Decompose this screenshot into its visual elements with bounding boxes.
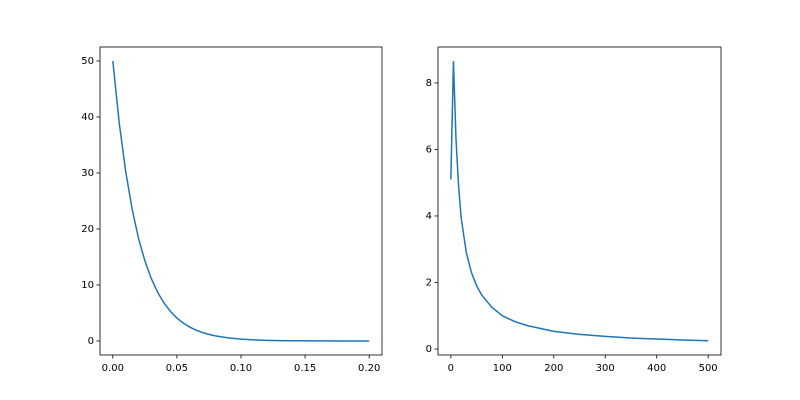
x-tick-label: 0	[448, 363, 454, 374]
axes-frame	[437, 46, 722, 356]
y-tick-label: 4	[426, 211, 432, 222]
y-tick-label: 0	[426, 344, 432, 355]
x-tick-label: 0.00	[102, 363, 124, 374]
y-tick-label: 8	[426, 78, 432, 89]
axes-frame	[99, 46, 383, 356]
y-tick-label: 6	[426, 144, 432, 155]
y-tick-label: 50	[81, 56, 94, 67]
y-tick-label: 0	[88, 336, 94, 347]
y-tick-label: 20	[81, 224, 94, 235]
x-tick-label: 100	[493, 363, 512, 374]
x-tick-label: 0.10	[230, 363, 252, 374]
x-tick-label: 0.20	[358, 363, 380, 374]
x-tick-label: 0.15	[294, 363, 316, 374]
x-tick-label: 500	[699, 363, 718, 374]
y-tick-label: 2	[426, 277, 432, 288]
x-tick-label: 0.05	[166, 363, 188, 374]
x-tick-label: 200	[544, 363, 563, 374]
y-tick-label: 10	[81, 280, 94, 291]
x-tick-label: 400	[647, 363, 666, 374]
x-tick-label: 300	[596, 363, 615, 374]
line	[450, 60, 709, 342]
line	[112, 60, 370, 342]
y-tick-label: 40	[81, 112, 94, 123]
y-tick-label: 30	[81, 168, 94, 179]
